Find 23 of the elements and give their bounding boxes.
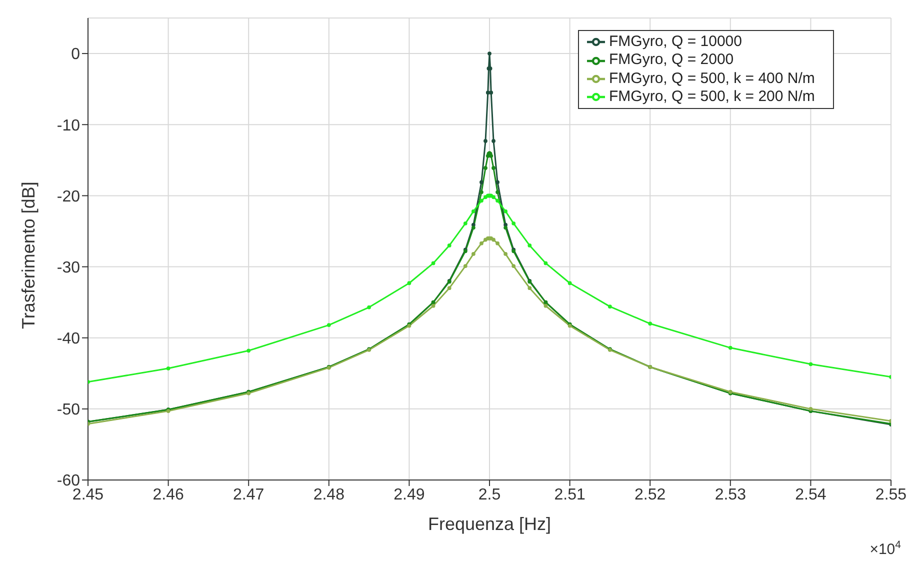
legend-label: FMGyro, Q = 10000 [609,33,742,50]
y-tick-label: -40 [56,330,80,348]
x-tick-label: 2.46 [152,486,184,504]
y-tick-label: -50 [56,402,80,419]
x-tick-label: 2.47 [233,486,264,504]
legend-label: FMGyro, Q = 500, k = 400 N/m [609,70,815,87]
x-tick-label: 2.51 [554,486,586,504]
legend-label: FMGyro, Q = 500, k = 200 N/m [609,88,815,105]
x-tick-label: 2.48 [313,486,345,504]
text: ×10$^{4}$ [870,539,902,558]
legend-label: FMGyro, Q = 2000 [609,51,734,68]
x-tick-label: 2.55 [875,486,907,504]
x-tick-label: 2.53 [714,486,746,504]
y-tick-label: -20 [56,188,80,206]
y-tick-label: -30 [56,259,80,276]
x-tick-label: 2.52 [634,486,666,504]
x-axis-title: Frequenza [Hz] [428,514,552,534]
y-tick-label: 0 [71,46,80,64]
x-tick-label: 2.54 [795,486,826,504]
x-tick-label: 2.5 [478,486,501,504]
y-tick-label: -10 [56,117,80,134]
y-axis-title: Trasferimento [dB] [18,182,38,329]
x-tick-label: 2.49 [394,486,425,504]
